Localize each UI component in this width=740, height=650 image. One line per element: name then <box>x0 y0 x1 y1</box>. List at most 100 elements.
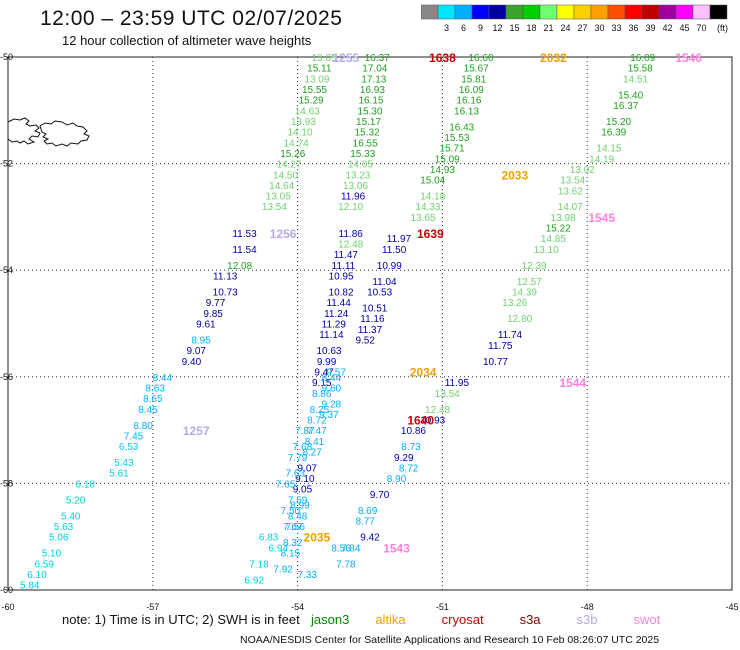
wave-height-value: 12.08 <box>227 261 252 272</box>
wave-height-value: 9.61 <box>196 320 216 331</box>
color-scale-legend: 3 6 9 12 15 18 21 24 27 30 33 36 39 42 45 70 (ft) <box>421 4 728 33</box>
wave-height-value: 9.99 <box>317 357 337 368</box>
wave-height-value: 11.04 <box>372 277 397 288</box>
satellite-legend-item: jason3 <box>311 612 350 627</box>
longitude-tick-label: -60 <box>1 602 14 612</box>
wave-height-value: 16.15 <box>358 96 383 107</box>
wave-height-value: 16.55 <box>353 138 378 149</box>
map-title: 12:00 – 23:59 UTC 02/07/2025 <box>40 7 343 30</box>
wave-height-value: 11.95 <box>445 378 470 389</box>
pass-time-label: 1544 <box>559 376 586 390</box>
wave-height-value: 10.73 <box>213 288 238 299</box>
wave-height-value: 13.06 <box>343 181 368 192</box>
wave-height-value: 15.29 <box>299 96 324 107</box>
wave-height-value: 5.63 <box>54 522 74 533</box>
wave-height-value: 15.32 <box>355 128 380 139</box>
longitude-tick-label: -54 <box>291 602 304 612</box>
wave-height-value: 12.48 <box>425 405 450 416</box>
wave-height-value: 11.24 <box>324 309 349 320</box>
wave-height-value: 15.67 <box>464 64 489 75</box>
wave-height-value: 6.53 <box>119 442 139 453</box>
latitude-tick-label: -56 <box>0 372 13 382</box>
latitude-tick-label: -54 <box>0 265 13 275</box>
colorbar-label: 70 <box>696 23 706 33</box>
wave-height-value: 14.63 <box>295 106 320 117</box>
wave-height-value: 13.09 <box>304 74 329 85</box>
wave-height-value: 15.40 <box>618 90 643 101</box>
satellite-legend: jason3 altika cryosat s3a s3b swot <box>311 612 696 627</box>
wave-height-value: 8.45 <box>138 405 158 416</box>
satellite-legend-item: swot <box>633 612 661 627</box>
wave-height-value: 7.33 <box>298 570 318 581</box>
pass-time-label: 1546 <box>675 51 702 65</box>
colorbar-label: 27 <box>577 23 587 33</box>
wave-height-value: 16.09 <box>630 53 655 64</box>
wave-height-value: 11.74 <box>498 330 523 341</box>
wave-height-value: 13.93 <box>291 117 316 128</box>
wave-height-value: 8.73 <box>401 442 421 453</box>
wave-height-value: 15.26 <box>280 149 305 160</box>
wave-height-value: 14.93 <box>430 165 455 176</box>
wave-height-value: 9.57 <box>326 367 346 378</box>
pass-time-label: 1543 <box>383 541 410 555</box>
wave-height-value: 14.64 <box>269 181 294 192</box>
wave-height-value: 16.16 <box>456 96 481 107</box>
wave-height-value: 7.78 <box>336 559 356 570</box>
wave-height-value: 9.07 <box>187 346 207 357</box>
wave-height-value: 15.81 <box>461 74 486 85</box>
wave-height-value: 8.25 <box>310 405 330 416</box>
colorbar-label: 6 <box>461 23 466 33</box>
wave-height-value: 13.10 <box>534 245 559 256</box>
wave-height-value: 12.10 <box>338 202 363 213</box>
wave-height-value: 16.13 <box>454 106 479 117</box>
wave-height-value: 10.82 <box>329 288 354 299</box>
wave-height-value: 11.47 <box>334 250 359 261</box>
wave-height-value: 8.95 <box>191 335 211 346</box>
longitude-tick-label: -48 <box>581 602 594 612</box>
wave-height-value: 15.71 <box>440 144 465 155</box>
wave-height-value: 14.74 <box>284 138 309 149</box>
wave-height-value: 9.52 <box>355 335 375 346</box>
latitude-tick-label: -58 <box>0 478 13 488</box>
wave-height-value: 9.29 <box>394 453 414 464</box>
wave-height-value: 6.92 <box>244 575 264 586</box>
wave-height-value: 16.93 <box>360 85 385 96</box>
pass-time-label: 1255 <box>333 51 360 65</box>
wave-height-value: 12.57 <box>517 277 542 288</box>
wave-height-value: 15.11 <box>307 64 332 75</box>
wave-height-value: 7.59 <box>288 495 308 506</box>
map-subtitle: 12 hour collection of altimeter wave hei… <box>62 33 312 48</box>
wave-height-value: 7.79 <box>288 453 308 464</box>
wave-height-value: 6.94 <box>269 543 289 554</box>
wave-height-value: 11.75 <box>488 341 513 352</box>
latitude-tick-label: -50 <box>0 52 13 62</box>
wave-height-value: 8.72 <box>399 463 419 474</box>
wave-height-value: 9.77 <box>206 298 226 309</box>
wave-height-value: 16.37 <box>365 53 390 64</box>
wave-height-value: 9.28 <box>322 399 342 410</box>
map-frame <box>7 56 733 591</box>
wave-height-value: 5.10 <box>42 549 62 560</box>
wave-height-value: 15.22 <box>546 224 571 235</box>
wave-height-value: 8.44 <box>322 373 342 384</box>
colorbar-label: 30 <box>594 23 604 33</box>
wave-height-value: 7.45 <box>124 431 144 442</box>
wave-height-value: 6.10 <box>27 570 47 581</box>
latitude-tick-label: -52 <box>0 159 13 169</box>
wave-height-value: 11.44 <box>326 298 351 309</box>
wave-height-value: 15.04 <box>420 176 445 187</box>
wave-height-value: 7.50 <box>281 506 301 517</box>
wave-height-value: 10.63 <box>316 346 341 357</box>
wave-height-value: 16.60 <box>468 53 493 64</box>
wave-height-value: 13.62 <box>558 186 583 197</box>
wave-height-value: 11.37 <box>358 325 383 336</box>
wave-height-value: 8.72 <box>307 415 327 426</box>
wave-height-value: 5.20 <box>66 495 86 506</box>
wave-height-value: 15.20 <box>606 117 631 128</box>
wave-height-value: 15.17 <box>356 117 381 128</box>
satellite-legend-item: cryosat <box>441 612 484 627</box>
latitude-tick-label: -60 <box>0 585 13 595</box>
wave-height-value: 11.97 <box>387 234 412 245</box>
wave-height-value: 15.55 <box>302 85 327 96</box>
colorbar-label: 3 <box>444 23 449 33</box>
